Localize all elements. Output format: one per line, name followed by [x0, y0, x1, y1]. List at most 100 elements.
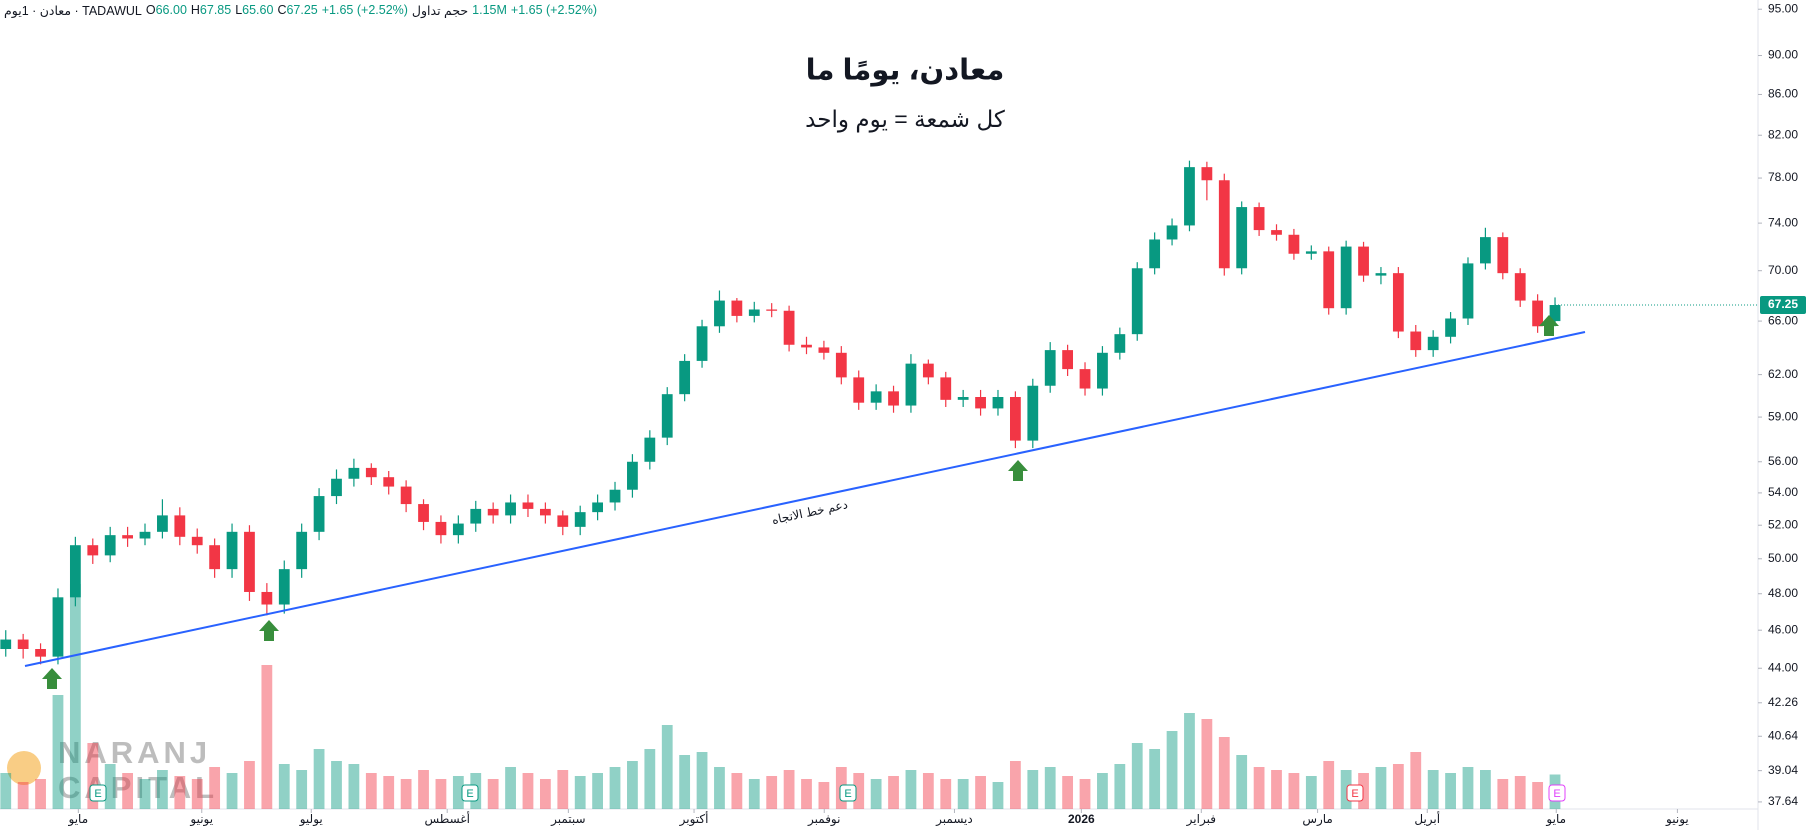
volume-bar: [1410, 752, 1422, 809]
candle-body: [748, 309, 760, 316]
x-tick-label: أغسطس: [424, 811, 469, 827]
y-tick-label: 56.00: [1768, 454, 1798, 468]
candle-body: [679, 360, 691, 395]
chart-subtitle: كل شمعة = يوم واحد: [805, 106, 1005, 133]
y-tick-label: 62.00: [1768, 367, 1798, 381]
candle-body: [17, 639, 29, 650]
volume-bar: [296, 770, 308, 809]
watermark: NARANJ CAPITAL: [7, 735, 214, 805]
candle-body: [0, 639, 12, 650]
candle-body: [1062, 350, 1074, 370]
volume-bar: [1514, 776, 1526, 809]
volume-bar: [818, 782, 830, 809]
candle-body: [1114, 334, 1126, 353]
volume-bar: [922, 773, 934, 809]
change: +1.65 (+2.52%): [321, 3, 408, 17]
y-tick-label: 74.00: [1768, 215, 1798, 229]
arrows: [42, 315, 1559, 689]
y-tick-label: 78.00: [1768, 170, 1798, 184]
volume-bar: [278, 764, 290, 809]
candle-body: [35, 649, 46, 657]
candle-body: [1514, 273, 1526, 301]
volume-bar: [348, 764, 360, 809]
x-tick-label: ديسمبر: [935, 812, 973, 827]
candle-body: [1149, 239, 1161, 269]
candle-body: [435, 521, 447, 536]
y-tick-label: 39.04: [1768, 763, 1798, 777]
candle-body: [278, 569, 290, 605]
candle-body: [261, 591, 273, 605]
volume-bar: [122, 773, 133, 809]
support-arrow: [1539, 315, 1559, 336]
y-tick-label: 50.00: [1768, 551, 1798, 565]
x-tick-label: 2026: [1068, 812, 1095, 826]
volume-bar: [1358, 773, 1369, 809]
symbol: معادن · 1يوم · TADAWUL: [4, 4, 142, 18]
candle-body: [766, 309, 778, 311]
volume-bar: [1375, 767, 1387, 809]
volume-bar: [1288, 773, 1300, 809]
candle-body: [1184, 167, 1195, 226]
candle-body: [1166, 225, 1178, 240]
candle-body: [87, 545, 99, 556]
support-arrow: [1008, 460, 1028, 481]
volume-bar: [1131, 743, 1143, 809]
x-tick-label: يوليو: [299, 812, 323, 827]
candle-body: [365, 467, 377, 478]
volume-bar: [17, 782, 29, 809]
candle-body: [1131, 268, 1143, 335]
volume-bar: [0, 773, 12, 809]
x-tick-label: سبتمبر: [550, 812, 585, 827]
last-price-label: 67.25: [1768, 297, 1798, 311]
candle-body: [574, 512, 586, 527]
volume-bar: [714, 767, 725, 809]
earnings-box: [461, 784, 479, 802]
volume-bar: [992, 782, 1004, 809]
candle-body: [174, 515, 186, 537]
volume-bar: [1497, 779, 1509, 809]
candle-body: [627, 461, 638, 490]
volume-bar: [1479, 770, 1491, 809]
candle-body: [1027, 385, 1039, 441]
candle-body: [1497, 237, 1509, 274]
volume-bar: [975, 776, 986, 809]
candle-body: [661, 394, 673, 438]
volume-bar: [157, 770, 168, 809]
volume-bar: [1114, 764, 1126, 809]
ohlc-key: C: [277, 3, 287, 17]
trendline: [24, 331, 1586, 667]
earnings-box: [89, 784, 107, 802]
candle-body: [1288, 234, 1300, 254]
candle-body: [1201, 167, 1213, 181]
candle-body: [801, 344, 812, 348]
earnings-box: [1548, 784, 1566, 802]
earnings-label: E: [1553, 788, 1560, 800]
ohlc-key: O: [145, 3, 156, 17]
x-tick-label: مايو: [1545, 812, 1566, 827]
volume-bar: [261, 665, 273, 809]
candle-body: [104, 535, 116, 556]
y-tick-label: 42.26: [1768, 695, 1798, 709]
candle-body: [157, 515, 168, 532]
volume-bar: [783, 770, 795, 809]
volume-bar: [1271, 770, 1282, 809]
volume-bar: [1044, 767, 1056, 809]
candle-body: [1549, 305, 1561, 322]
candle-body: [853, 377, 865, 403]
volume-bar: [505, 767, 516, 809]
volume-bar: [888, 776, 899, 809]
volume-bar: [1184, 713, 1195, 809]
volume-bar: [1532, 782, 1544, 809]
volume-bar: [1323, 761, 1335, 809]
candle-body: [1271, 230, 1282, 235]
candle-body: [139, 531, 151, 539]
candle-body: [487, 508, 499, 516]
watermark-logo: [7, 751, 41, 785]
candle-body: [714, 300, 725, 327]
volume-bar: [35, 779, 46, 809]
volume-bar: [853, 773, 865, 809]
candle-body: [470, 508, 482, 524]
